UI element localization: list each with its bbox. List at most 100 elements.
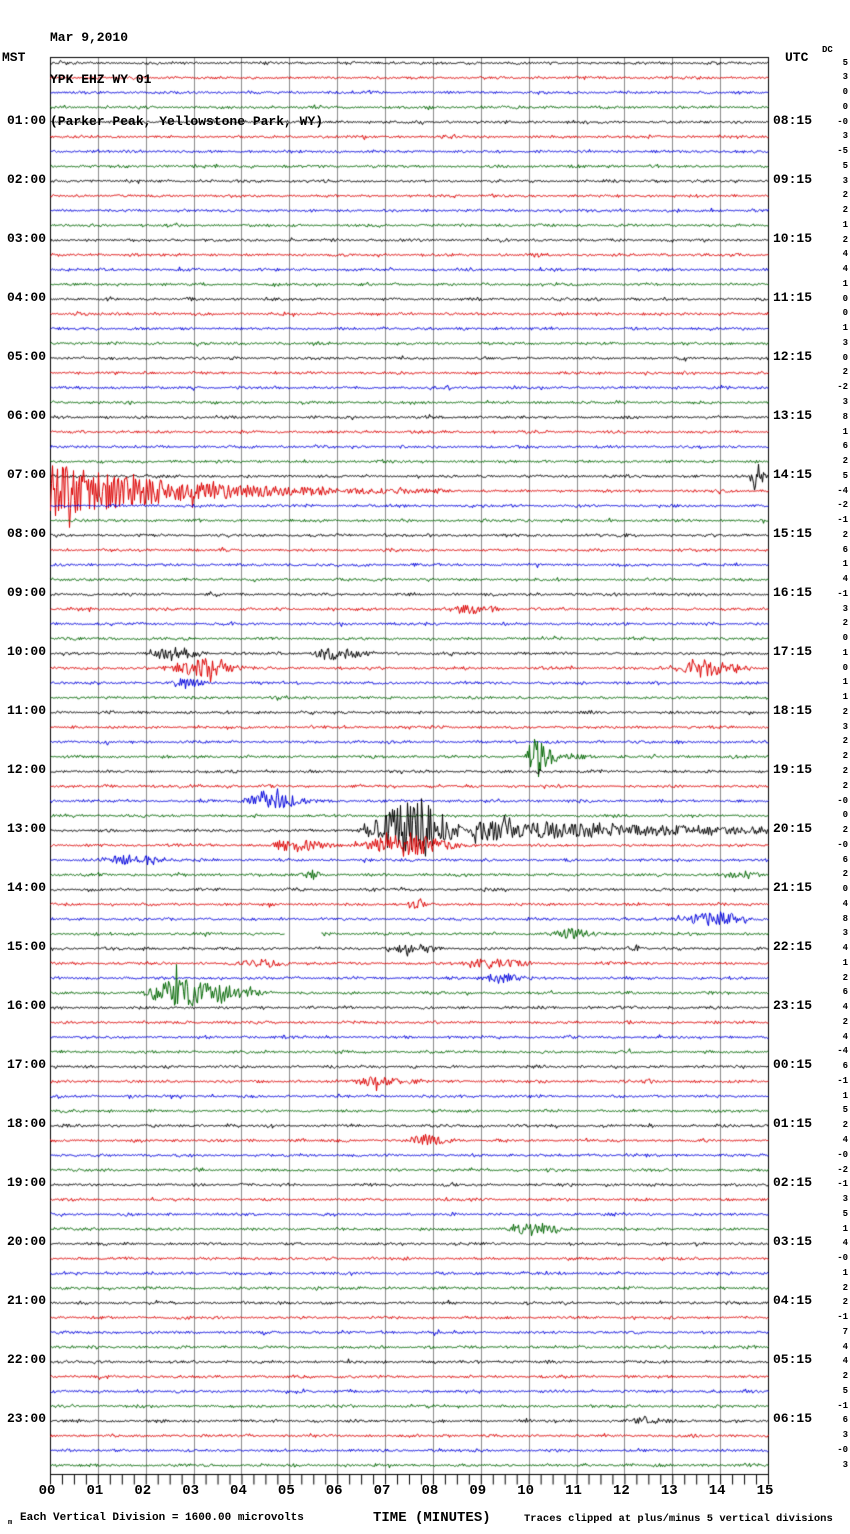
dc-value: -4	[837, 1046, 848, 1057]
x-tick-label: 12	[612, 1483, 630, 1499]
dc-value: 4	[842, 1341, 848, 1352]
dc-value: 3	[842, 175, 848, 186]
dc-value: 5	[842, 1105, 848, 1116]
dc-value: 3	[842, 131, 848, 142]
dc-value: 3	[842, 1459, 848, 1470]
dc-value: 2	[842, 972, 848, 983]
dc-value: 2	[842, 456, 848, 467]
dc-value: 4	[842, 1002, 848, 1013]
dc-value: -0	[837, 1253, 848, 1264]
x-tick-label: 09	[469, 1483, 487, 1499]
right-hour-label: 00:15	[773, 1057, 813, 1073]
dc-value: 5	[842, 160, 848, 171]
plot-header: Mar 9,2010 YPK EHZ WY 01 (Parker Peak, Y…	[50, 3, 323, 143]
right-hour-label: 11:15	[773, 289, 813, 305]
dc-value: 2	[842, 706, 848, 717]
footer-scale-note: Each Vertical Division = 1600.00 microvo…	[20, 1512, 304, 1524]
dc-value: 1	[842, 323, 848, 334]
dc-value: 1	[842, 1090, 848, 1101]
dc-value: 5	[842, 470, 848, 481]
dc-value: 1	[842, 677, 848, 688]
dc-value: -2	[837, 1164, 848, 1175]
dc-value: 2	[842, 618, 848, 629]
dc-value: 3	[842, 396, 848, 407]
footer-clip-note: Traces clipped at plus/minus 5 vertical …	[524, 1513, 833, 1525]
dc-value: 2	[842, 736, 848, 747]
dc-value: 1	[842, 957, 848, 968]
right-hour-label: 01:15	[773, 1116, 813, 1132]
x-tick-label: 15	[756, 1483, 774, 1499]
left-hour-label: 04:00	[6, 289, 46, 305]
left-hour-label: 18:00	[6, 1116, 46, 1132]
x-tick-label: 02	[134, 1483, 152, 1499]
x-tick-label: 06	[325, 1483, 343, 1499]
dc-value: 2	[842, 1371, 848, 1382]
dc-value: 8	[842, 913, 848, 924]
dc-value: -5	[837, 146, 848, 157]
left-hour-label: 11:00	[6, 702, 46, 718]
right-hour-label: 21:15	[773, 880, 813, 896]
dc-value: 0	[842, 352, 848, 363]
right-hour-label: 04:15	[773, 1293, 813, 1309]
dc-value: 6	[842, 544, 848, 555]
left-hour-label: 06:00	[6, 407, 46, 423]
right-hour-label: 05:15	[773, 1352, 813, 1368]
right-hour-label: 12:15	[773, 348, 813, 364]
x-tick-label: 11	[565, 1483, 582, 1499]
right-hour-label: 06:15	[773, 1411, 813, 1427]
left-hour-label: 23:00	[6, 1411, 46, 1427]
left-hour-label: 20:00	[6, 1234, 46, 1250]
dc-value: 4	[842, 1135, 848, 1145]
right-hour-label: 16:15	[773, 584, 813, 600]
left-hour-label: 10:00	[6, 643, 46, 659]
dc-value: 2	[842, 205, 848, 216]
left-hour-label: 16:00	[6, 998, 46, 1014]
dc-value: 3	[842, 337, 848, 348]
dc-value: 4	[842, 1031, 848, 1042]
dc-value: 2	[842, 1282, 848, 1293]
x-axis-title: TIME (MINUTES)	[373, 1510, 491, 1526]
dc-value: 3	[842, 721, 848, 732]
dc-value: -2	[837, 500, 848, 511]
left-hour-label: 07:00	[6, 466, 46, 482]
dc-value: 0	[842, 293, 848, 304]
x-tick-label: 07	[373, 1483, 391, 1499]
right-hour-label: 10:15	[773, 230, 813, 246]
x-tick-label: 13	[660, 1483, 678, 1499]
dc-value: -4	[837, 485, 848, 496]
dc-value: -1	[837, 1179, 848, 1190]
dc-value: 2	[842, 825, 848, 836]
dc-value: 2	[842, 869, 848, 880]
dc-value: 2	[842, 190, 848, 201]
left-hour-label: 05:00	[6, 348, 46, 364]
dc-value: 1	[842, 692, 848, 703]
dc-value: 1	[842, 219, 848, 230]
dc-value: 2	[842, 751, 848, 762]
left-hour-label: 19:00	[6, 1175, 46, 1191]
right-hour-label: 20:15	[773, 821, 813, 837]
right-hour-label: 03:15	[773, 1234, 813, 1250]
left-hour-label: 13:00	[6, 821, 46, 837]
dc-value: -1	[837, 1312, 848, 1323]
dc-value: 5	[842, 1385, 848, 1396]
header-date: Mar 9,2010	[50, 30, 129, 45]
dc-value: 6	[842, 1061, 848, 1072]
left-hour-label: 02:00	[6, 171, 46, 187]
dc-value: 8	[842, 411, 848, 422]
dc-value: 0	[842, 884, 848, 895]
dc-value: 3	[842, 1194, 848, 1205]
dc-value: -0	[837, 1149, 848, 1160]
x-tick-label: 04	[230, 1483, 247, 1499]
right-hour-label: 18:15	[773, 702, 813, 718]
dc-value: 4	[842, 943, 848, 954]
dc-value: -0	[837, 116, 848, 127]
dc-value: 0	[842, 662, 848, 673]
right-hour-label: 19:15	[773, 762, 813, 777]
dc-value: 2	[842, 766, 848, 776]
dc-value: 1	[842, 278, 848, 289]
dc-value: 5	[842, 1208, 848, 1219]
dc-value: 4	[842, 1238, 848, 1249]
dc-value: 1	[842, 647, 848, 658]
left-hour-label: 21:00	[6, 1293, 46, 1309]
